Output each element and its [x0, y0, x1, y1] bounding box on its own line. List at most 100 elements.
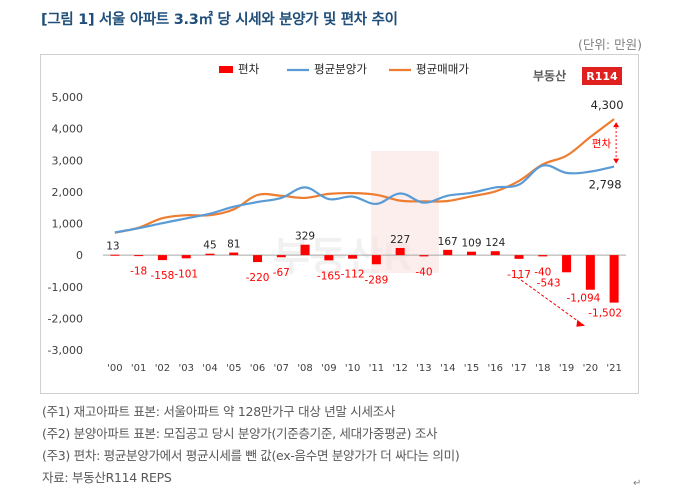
deviation-bar [348, 255, 358, 259]
deviation-bar [157, 255, 167, 261]
deviation-bars [110, 244, 619, 303]
deviation-bar [276, 255, 286, 258]
trend-arrow-line [516, 276, 585, 327]
deviation-bar [514, 255, 524, 259]
unit-label: (단위: 만원) [578, 37, 642, 52]
deviation-bar [205, 253, 215, 256]
deviation-bar [324, 255, 334, 261]
deviation-bar [253, 255, 263, 263]
deviation-bar [395, 247, 405, 256]
logo-badge-text: R114 [586, 70, 618, 83]
legend-swatch-deviation [219, 66, 233, 73]
x-tick-label: '06 [250, 363, 265, 374]
chart-svg: 부동산R 편차 평균분양가 평균매매가 부동산 R114 5,000 4,000 3,0… [48, 62, 626, 374]
bar-value-label: 227 [390, 234, 410, 246]
x-tick-label: '18 [535, 363, 550, 374]
deviation-bar [300, 244, 310, 256]
gap-arrow-head-up [613, 122, 620, 128]
deviation-bar [538, 255, 548, 257]
deviation-bar [609, 255, 619, 303]
bar-value-label: 13 [106, 241, 119, 253]
gap-arrow-head-down [613, 158, 620, 164]
bar-value-label: 329 [295, 231, 315, 243]
y-tick-label: 1,000 [52, 218, 84, 231]
x-tick-label: '12 [392, 363, 407, 374]
bar-value-label: -40 [534, 266, 551, 278]
bar-value-label: 167 [438, 236, 458, 248]
bar-value-label: 81 [227, 239, 240, 251]
y-axis: 5,000 4,000 3,000 2,000 1,000 0 -1,000 -2,000 -3… [48, 91, 83, 357]
watermark: 부동산R [273, 151, 439, 279]
x-tick-label: '07 [274, 363, 289, 374]
data-labels: 13 -18 -158 -101 45 81 -220 -67 329 -165 -112 -289 2… [106, 231, 622, 320]
deviation-bar [443, 249, 453, 256]
deviation-bar [562, 255, 572, 273]
bar-value-label: -101 [174, 268, 198, 280]
chart-title: [그림 1] 서울 아파트 3.3㎡ 당 시세와 분양가 및 편차 추이 [41, 12, 398, 28]
deviation-bar [181, 255, 191, 259]
y-tick-label: 3,000 [52, 154, 84, 167]
deviation-bar [229, 252, 239, 256]
x-tick-label: '19 [559, 363, 574, 374]
footnote-2: (주2) 분양아파트 표본: 모집공고 당시 분양가(기준층기준, 세대가중평균… [42, 426, 438, 441]
price-lines [114, 118, 615, 234]
x-tick-label: '04 [202, 363, 217, 374]
bar-value-label: -165 [317, 270, 341, 282]
y-tick-label: 4,000 [52, 123, 84, 136]
x-tick-label: '14 [440, 363, 455, 374]
x-tick-label: '00 [107, 363, 122, 374]
watermark-box [371, 151, 439, 273]
legend: 편차 평균분양가 평균매매가 [219, 62, 469, 76]
market-end-label: 4,300 [591, 98, 624, 112]
chart-frame: 부동산R 편차 평균분양가 평균매매가 부동산 R114 5,000 4,000 3,0… [40, 54, 639, 394]
bar-value-label: -158 [151, 270, 175, 282]
bar-value-label: -220 [246, 272, 270, 284]
deviation-bar [110, 254, 120, 256]
bar-value-label: -40 [415, 266, 432, 278]
bar-value-label: -1,094 [566, 293, 600, 305]
market-price-line [114, 118, 615, 234]
x-tick-label: '17 [511, 363, 526, 374]
x-tick-label: '15 [464, 363, 479, 374]
y-tick-label: 2,000 [52, 186, 84, 199]
x-tick-label: '03 [178, 363, 193, 374]
deviation-bar [490, 251, 500, 256]
x-tick-label: '20 [583, 363, 598, 374]
legend-label-market: 평균매매가 [416, 62, 469, 76]
x-tick-label: '13 [416, 363, 431, 374]
deviation-bar [466, 251, 476, 256]
y-tick-label: 0 [76, 249, 83, 262]
logo-text: 부동산 [533, 68, 566, 83]
source-note: 자료: 부동산R114 REPS [42, 470, 172, 485]
x-tick-label: '16 [488, 363, 503, 374]
bar-value-label: 124 [485, 237, 505, 249]
x-tick-label: '01 [131, 363, 146, 374]
trend-arrow-head [576, 319, 585, 327]
deviation-bar [371, 255, 381, 265]
x-tick-label: '11 [369, 363, 384, 374]
bar-value-label: -117 [507, 269, 531, 281]
x-tick-label: '09 [321, 363, 336, 374]
bar-value-label: 109 [461, 238, 481, 250]
y-tick-label: -1,000 [48, 281, 83, 294]
bar-value-label: -289 [364, 274, 388, 286]
y-tick-label: 5,000 [52, 91, 84, 104]
deviation-bar [134, 255, 144, 257]
bar-value-label: -18 [130, 266, 147, 278]
return-mark: ↵ [633, 478, 642, 489]
bar-value-label: -67 [273, 267, 290, 279]
bar-value-label: -112 [341, 269, 365, 281]
presale-price-line [114, 164, 615, 234]
x-tick-label: '10 [345, 363, 360, 374]
x-tick-label: '21 [606, 363, 621, 374]
footnotes: (주1) 재고아파트 표본: 서울아파트 약 128만가구 대상 년말 시세조사… [42, 401, 460, 489]
bar-value-label: -543 [537, 277, 561, 289]
x-tick-label: '02 [155, 363, 170, 374]
footnote-3: (주3) 편차: 평균분양가에서 평균시세를 뺀 값(ex-음수면 분양가가 더… [42, 448, 460, 463]
x-tick-label: '08 [297, 363, 312, 374]
gap-label: 편차 [592, 137, 612, 150]
legend-label-deviation: 편차 [238, 62, 260, 76]
bar-value-label: -1,502 [588, 308, 622, 320]
y-tick-label: -3,000 [48, 344, 83, 357]
logo-badge [582, 67, 622, 85]
